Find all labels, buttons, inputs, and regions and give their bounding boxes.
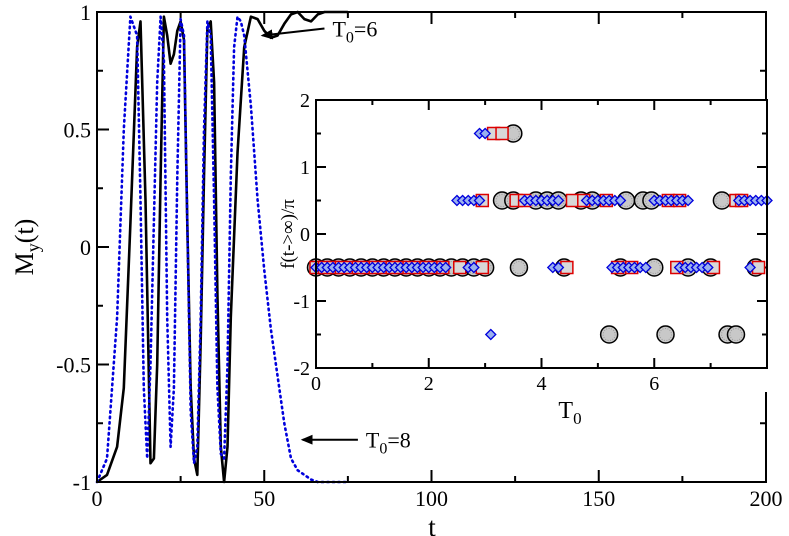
inset-x-label-main: T [558, 398, 573, 424]
inset-diamond-point [552, 194, 565, 207]
main-y-tick-label: -0.5 [56, 353, 91, 378]
main-y-tick-label: 0.5 [64, 118, 92, 143]
inset-x-axis-label: T0 [558, 398, 581, 428]
main-x-tick-label: 0 [92, 486, 103, 511]
inset-diamond-point [701, 261, 714, 274]
main-y-axis-label: My(t) [10, 219, 43, 276]
inset-circle-point-texture [512, 261, 526, 274]
main-x-tick-label: 200 [750, 486, 783, 511]
inset-diamond-point [744, 261, 757, 274]
inset-diamond-point [552, 261, 565, 274]
inset-circle-point-texture [602, 328, 616, 341]
inset-diamond-point [479, 127, 492, 140]
main-y-tick-label: -1 [73, 470, 91, 495]
inset-x-tick-label: 6 [649, 373, 659, 395]
annotation-label-t0-8: T0=8 [366, 428, 411, 458]
annotation-arrow-t0-6 [260, 27, 325, 40]
inset-plot-frame [315, 99, 768, 369]
main-series-t0-8-line [95, 15, 350, 484]
main-series-group [95, 10, 350, 484]
inset-x-tick-label: 4 [537, 373, 547, 395]
main-y-tick-label: 1 [80, 0, 91, 25]
main-x-tick-label: 50 [253, 486, 275, 511]
main-x-axis-label: t [428, 512, 436, 536]
inset-diamond-point [614, 194, 627, 207]
inset-diamond-point [439, 261, 452, 274]
inset-background [316, 100, 767, 392]
inset-circle-point-texture [659, 328, 673, 341]
main-series-t0-6-line [96, 10, 348, 484]
inset-y-tick-label: 1 [300, 157, 310, 179]
main-y-label-sub: y [23, 243, 43, 252]
main-y-label-tail: (t) [10, 219, 39, 244]
inset-diamond-point [473, 194, 486, 207]
inset-tick-labels: 0 2 4 6 -2 -1 0 1 2 [293, 90, 659, 395]
inset-square-point [565, 193, 580, 208]
inset-series-group [306, 124, 773, 344]
main-tick-labels: 0 50 100 150 200-1-0.500.51 [56, 0, 782, 511]
inset-circle-point-texture [715, 194, 729, 207]
inset-y-tick-label: -1 [293, 291, 310, 313]
inset-x-tick-label: 2 [424, 373, 434, 395]
inset-diamond-point [639, 261, 652, 274]
inset-diamond-point [484, 328, 497, 341]
main-x-tick-label: 150 [582, 486, 615, 511]
svg-text:My(t): My(t) [10, 219, 43, 276]
main-x-tick-label: 100 [415, 486, 448, 511]
inset-y-tick-label: 2 [300, 90, 310, 112]
inset-square-point [495, 126, 509, 141]
inset-diamond-point [467, 261, 480, 274]
inset-x-label-sub: 0 [573, 409, 582, 428]
inset-y-tick-label: 0 [300, 224, 310, 246]
inset-diamond-point [682, 194, 694, 207]
main-y-tick-label: 0 [80, 235, 91, 260]
main-y-label-main: M [10, 252, 39, 275]
inset-y-tick-label: -2 [293, 358, 310, 380]
annotation-label-t0-6: T0=6 [332, 16, 377, 46]
main-annotations: T0=6 T0=8 [260, 16, 411, 458]
inset-circle-point-texture [729, 328, 743, 341]
inset-y-axis-label: f(t->∞)/π [278, 199, 299, 269]
inset-x-tick-label: 0 [311, 373, 321, 395]
